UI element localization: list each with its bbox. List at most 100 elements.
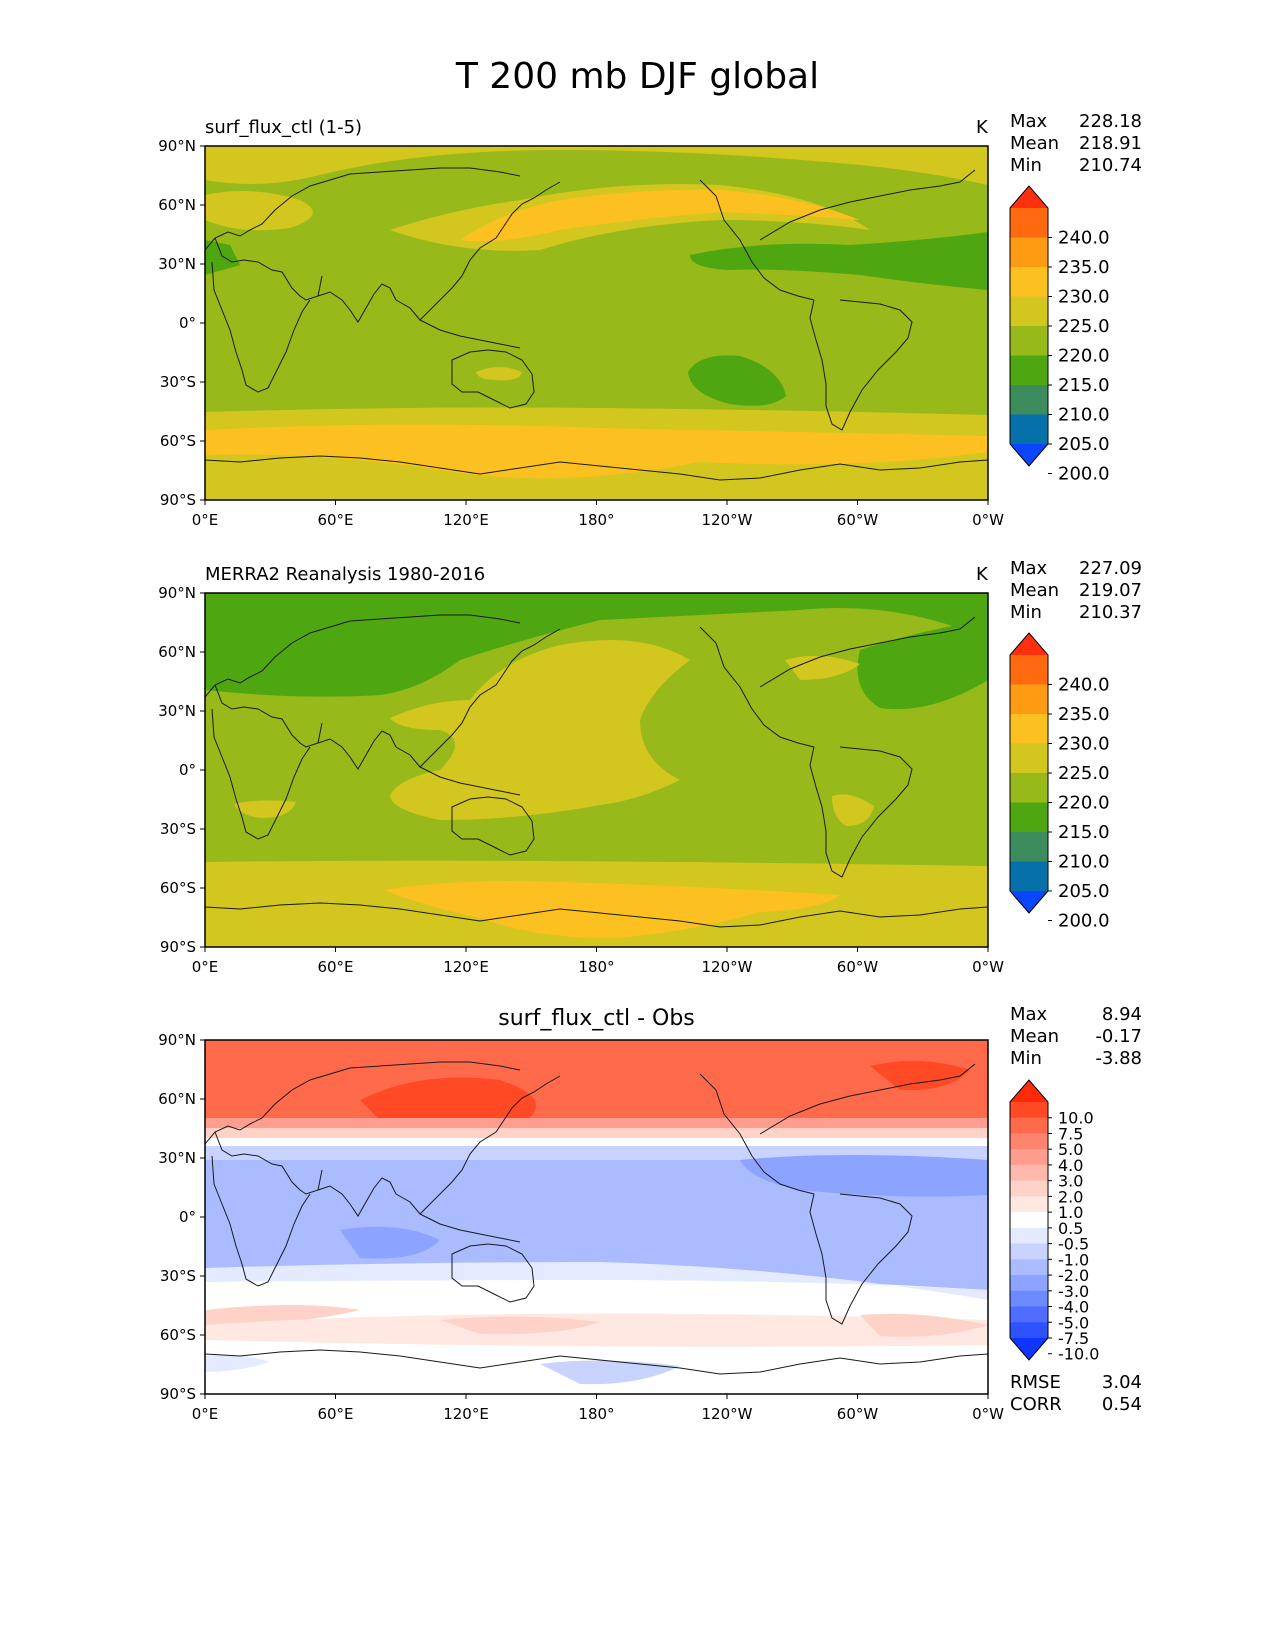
lon-label: 120°E [443, 511, 489, 529]
colorbar-label: 210.0 [1058, 852, 1110, 873]
max-value: 227.09 [1079, 558, 1142, 579]
panel-2-stats: Max 227.09 Mean 219.07 Min 210.37 [1010, 558, 1142, 624]
colorbar-segment [1010, 1164, 1048, 1182]
rmse-label: RMSE [1010, 1372, 1061, 1393]
colorbar-extend-max [1010, 186, 1048, 208]
colorbar-segment [1010, 1290, 1048, 1308]
colorbar-segment [1010, 237, 1048, 268]
colorbar-segment [1010, 684, 1048, 715]
colorbar-label: -10.0 [1058, 1345, 1099, 1364]
lon-label: 180° [578, 958, 614, 976]
colorbar-segment [1010, 326, 1048, 356]
colorbar-segment [1010, 1243, 1048, 1260]
colorbar-label: 10.0 [1058, 1109, 1094, 1128]
panel-1-colorbar: 240.0 235.0 230.0 225.0 220.0 215.0 210.0 205.0… [1009, 185, 1110, 485]
lon-label: 60°E [317, 958, 353, 976]
lon-label: 0°E [192, 958, 219, 976]
min-label: Min [1010, 1048, 1042, 1069]
colorbar-segment [1010, 655, 1048, 685]
lat-label: 60°N [158, 1090, 196, 1108]
colorbar-label: -5.0 [1058, 1313, 1089, 1332]
colorbar-label: 240.0 [1058, 228, 1110, 249]
max-value: 8.94 [1101, 1004, 1142, 1025]
colorbar-segment [1010, 714, 1048, 744]
colorbar-label: -7.5 [1058, 1329, 1089, 1348]
mean-label: Mean [1010, 580, 1060, 601]
lat-label: 0° [179, 1208, 196, 1226]
colorbar-segment [1010, 1275, 1048, 1292]
lon-label: 0°E [192, 511, 219, 529]
colorbar-label: -2.0 [1058, 1266, 1089, 1285]
colorbar-label: 215.0 [1058, 375, 1110, 396]
colorbar-segment [1010, 1102, 1048, 1119]
panel-1-title: surf_flux_ctl (1-5) [205, 117, 363, 138]
lat-label: 30°N [158, 702, 196, 720]
panel-2-map [205, 593, 988, 947]
lon-label: 60°E [317, 511, 353, 529]
max-label: Max [1010, 1004, 1048, 1025]
panel-3-stats: Max 8.94 Mean -0.17 Min -3.88 [1010, 1004, 1142, 1070]
lon-label: 60°W [837, 511, 879, 529]
panel-1-units: K [976, 117, 988, 138]
colorbar-label: 230.0 [1058, 734, 1110, 755]
colorbar-label: 210.0 [1058, 405, 1110, 426]
colorbar-label: 200.0 [1058, 464, 1110, 485]
colorbar-segment [1010, 385, 1048, 415]
colorbar-label: -1.0 [1058, 1250, 1089, 1269]
colorbar-segment [1010, 1212, 1048, 1229]
max-label: Max [1010, 558, 1048, 579]
lon-label: 60°E [317, 1405, 353, 1423]
colorbar-segment [1010, 414, 1048, 445]
colorbar-label: 215.0 [1058, 822, 1110, 843]
mean-value: 219.07 [1079, 580, 1142, 601]
mean-label: Mean [1010, 1026, 1060, 1047]
lat-label: 30°N [158, 1149, 196, 1167]
colorbar-extend-min [1010, 1338, 1048, 1360]
lon-label: 120°E [443, 1405, 489, 1423]
lat-label: 60°S [160, 879, 196, 897]
min-label: Min [1010, 155, 1042, 176]
lon-label: 120°W [702, 511, 753, 529]
colorbar-segment [1010, 802, 1048, 833]
colorbar-label: 240.0 [1058, 675, 1110, 696]
colorbar-label: 225.0 [1058, 316, 1110, 337]
colorbar-segment [1010, 832, 1048, 862]
lat-label: 30°S [160, 820, 196, 838]
panel-2-title: MERRA2 Reanalysis 1980-2016 [205, 564, 486, 585]
rmse-value: 3.04 [1101, 1372, 1142, 1393]
max-value: 228.18 [1079, 111, 1142, 132]
panel-3-map [205, 1040, 988, 1394]
lat-label: 90°N [158, 584, 196, 602]
lat-label: 90°N [158, 137, 196, 155]
lat-label: 60°S [160, 432, 196, 450]
colorbar-segment [1010, 1259, 1048, 1276]
corr-label: CORR [1010, 1394, 1062, 1415]
colorbar-label: 230.0 [1058, 287, 1110, 308]
panel-2-colorbar: 240.0 235.0 230.0 225.0 220.0 215.0 210.0 205.0… [1009, 632, 1110, 932]
colorbar-label: 5.0 [1058, 1140, 1083, 1159]
lon-label: 60°W [837, 958, 879, 976]
colorbar-segment [1010, 1306, 1048, 1323]
min-label: Min [1010, 602, 1042, 623]
colorbar-segment [1010, 1227, 1048, 1245]
lon-label: 120°E [443, 958, 489, 976]
mean-label: Mean [1010, 133, 1060, 154]
colorbar-label: 7.5 [1058, 1124, 1083, 1143]
colorbar-segment [1010, 1196, 1048, 1213]
panel-3-metrics: RMSE 3.04 CORR 0.54 [1010, 1372, 1142, 1416]
lon-label: 0°W [972, 958, 1004, 976]
panel-1-stats: Max 228.18 Mean 218.91 Min 210.74 [1010, 111, 1142, 177]
colorbar-segment [1010, 1117, 1048, 1134]
panel-1-map [205, 146, 988, 500]
colorbar-segment [1010, 1322, 1048, 1339]
min-value: -3.88 [1095, 1048, 1142, 1069]
colorbar-label: 4.0 [1058, 1156, 1083, 1175]
min-value: 210.74 [1079, 155, 1142, 176]
colorbar-segment [1010, 267, 1048, 297]
colorbar-label: 200.0 [1058, 911, 1110, 932]
colorbar-segment [1010, 208, 1048, 238]
colorbar-segment [1010, 1180, 1048, 1197]
max-label: Max [1010, 111, 1048, 132]
min-value: 210.37 [1079, 602, 1142, 623]
